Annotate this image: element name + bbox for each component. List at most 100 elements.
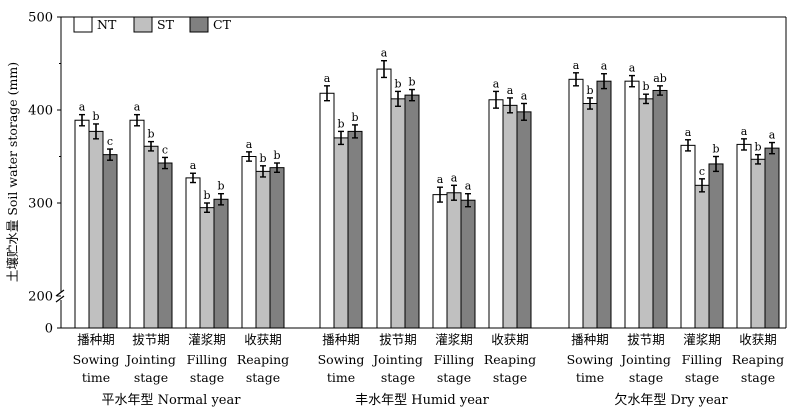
bar-ct xyxy=(347,130,363,329)
significance-letter: b xyxy=(642,80,649,93)
stage-label-en: Sowing xyxy=(567,352,614,367)
significance-letter: a xyxy=(507,84,514,97)
bar-ct xyxy=(269,167,285,329)
stage-label-en: Reaping xyxy=(732,352,784,367)
significance-letter: a xyxy=(601,60,608,73)
bar-ct xyxy=(516,111,532,329)
significance-letter: a xyxy=(324,72,331,85)
bar-st xyxy=(390,98,406,329)
significance-letter: a xyxy=(573,59,580,72)
y-tick-label: 300 xyxy=(28,197,53,212)
bar-nt xyxy=(185,177,201,329)
bar-nt xyxy=(129,119,145,329)
stage-label-cn: 拔节期 xyxy=(627,332,665,347)
stage-label-en: time xyxy=(327,370,355,385)
significance-letter: b xyxy=(259,152,266,165)
significance-letter: a xyxy=(190,159,197,172)
significance-letter: b xyxy=(712,143,719,156)
axis-break-mark xyxy=(55,295,65,303)
legend-label-nt: NT xyxy=(97,17,117,32)
stage-label-cn: 灌浆期 xyxy=(188,332,226,347)
bar-st xyxy=(694,184,710,329)
y-axis-label: 土壤贮水量 Soil water storage (mm) xyxy=(5,62,20,282)
year-type-label: 丰水年型 Humid year xyxy=(355,393,490,408)
bar-ct xyxy=(652,89,668,329)
stage-label-en: time xyxy=(82,370,110,385)
significance-letter: b xyxy=(273,149,280,162)
bar-nt xyxy=(680,144,696,329)
stage-label-cn: 拔节期 xyxy=(379,332,417,347)
significance-letter: a xyxy=(741,125,748,138)
legend-label-st: ST xyxy=(157,17,175,32)
stage-label-en: Filling xyxy=(187,352,228,367)
significance-letter: c xyxy=(699,165,705,178)
stage-label-en: Jointing xyxy=(619,352,671,367)
bar-nt xyxy=(74,119,90,329)
bar-ct xyxy=(157,162,173,329)
significance-letter: b xyxy=(217,180,224,193)
bar-ct xyxy=(460,199,476,329)
bar-nt xyxy=(736,143,752,329)
significance-letter: a xyxy=(629,62,636,75)
stage-label-en: Reaping xyxy=(237,352,289,367)
axis-break-mark xyxy=(55,289,65,297)
legend-label-ct: CT xyxy=(213,17,232,32)
bar-st xyxy=(199,207,215,329)
stage-label-cn: 播种期 xyxy=(571,332,609,347)
significance-letter: a xyxy=(451,171,458,184)
stage-label-en: stage xyxy=(190,370,224,385)
bar-ct xyxy=(708,163,724,329)
bar-st xyxy=(750,158,766,329)
y-tick-label: 500 xyxy=(28,11,53,26)
bar-nt xyxy=(568,78,584,329)
stage-label-en: time xyxy=(576,370,604,385)
bar-nt xyxy=(624,80,640,329)
stage-label-cn: 收获期 xyxy=(491,332,529,347)
stage-label-cn: 灌浆期 xyxy=(435,332,473,347)
significance-letter: b xyxy=(337,117,344,130)
significance-letter: b xyxy=(586,84,593,97)
bar-st xyxy=(333,137,349,329)
stage-label-cn: 灌浆期 xyxy=(683,332,721,347)
stage-label-en: stage xyxy=(629,370,663,385)
bar-st xyxy=(446,192,462,329)
bar-st xyxy=(88,130,104,329)
stage-label-en: stage xyxy=(134,370,168,385)
stage-label-en: stage xyxy=(381,370,415,385)
significance-letter: a xyxy=(465,180,472,193)
y-tick-label: 400 xyxy=(28,104,53,119)
legend-swatch-st xyxy=(133,16,153,33)
stage-label-en: stage xyxy=(437,370,471,385)
bar-nt xyxy=(432,194,448,329)
year-type-label: 欠水年型 Dry year xyxy=(614,392,728,408)
stage-label-en: Filling xyxy=(434,352,475,367)
bar-nt xyxy=(488,99,504,329)
significance-letter: b xyxy=(92,110,99,123)
significance-letter: b xyxy=(147,128,154,141)
significance-letter: b xyxy=(754,141,761,154)
y-tick-label: 200 xyxy=(28,290,53,305)
bar-nt xyxy=(376,68,392,329)
stage-label-cn: 播种期 xyxy=(77,332,115,347)
significance-letter: b xyxy=(203,189,210,202)
bar-nt xyxy=(241,156,257,329)
significance-letter: a xyxy=(521,89,528,102)
axes: 0 200 300 400 500 xyxy=(28,11,787,337)
legend-swatch-ct xyxy=(189,16,209,33)
stage-label-en: stage xyxy=(741,370,775,385)
bar-ct xyxy=(596,80,612,329)
stage-label-en: Jointing xyxy=(371,352,423,367)
stage-label-en: stage xyxy=(685,370,719,385)
significance-letter: b xyxy=(394,77,401,90)
stage-label-en: Reaping xyxy=(484,352,536,367)
significance-letter: a xyxy=(685,126,692,139)
stage-label-en: Sowing xyxy=(73,352,120,367)
bar-st xyxy=(255,170,271,329)
stage-label-cn: 拔节期 xyxy=(132,332,170,347)
legend-swatch-nt xyxy=(73,16,93,33)
stage-label-en: Sowing xyxy=(318,352,365,367)
significance-letter: c xyxy=(107,135,113,148)
significance-letter: a xyxy=(381,47,388,60)
bar-st xyxy=(638,98,654,329)
